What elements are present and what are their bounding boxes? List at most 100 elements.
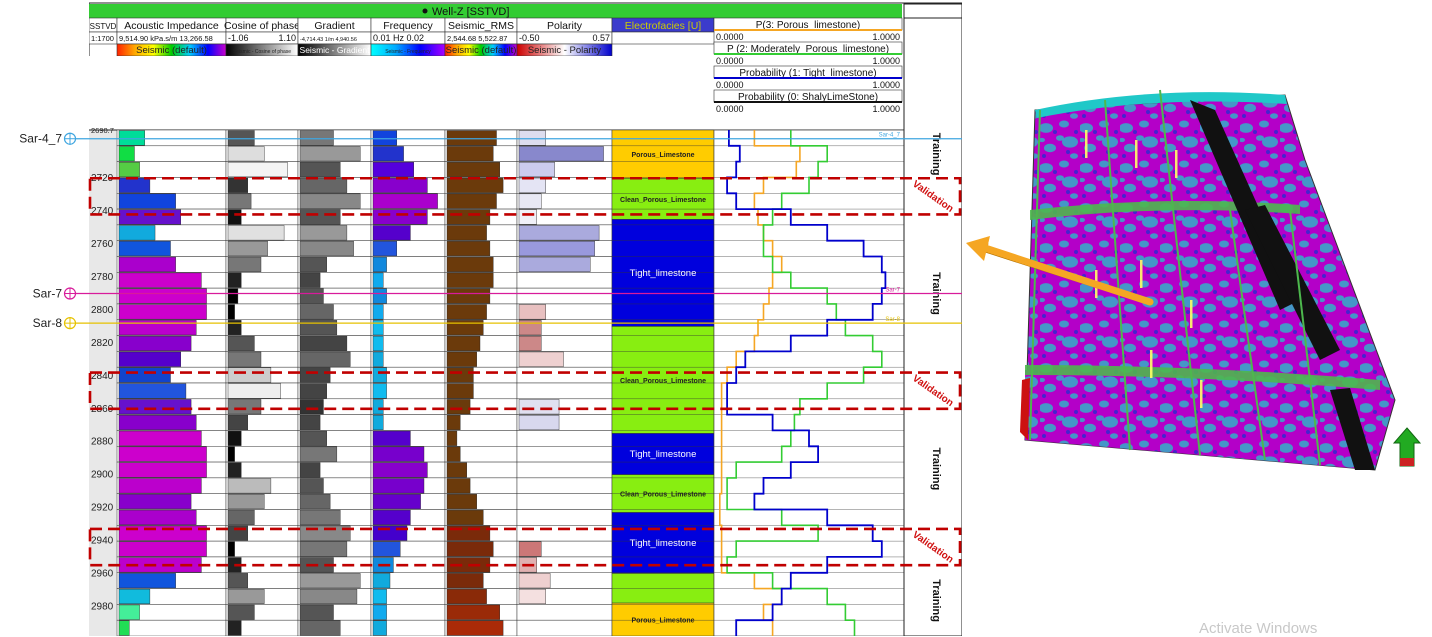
log-bar (446, 177, 504, 193)
log-row-cell (516, 446, 613, 463)
log-bar (299, 415, 321, 431)
marker-right-label: Sar-7 (885, 288, 900, 294)
fault-wall (1245, 205, 1340, 360)
log-bar (118, 494, 192, 510)
log-bar (372, 430, 411, 446)
log-bar (118, 604, 140, 620)
log-bar (518, 146, 604, 162)
log-bar (227, 604, 255, 620)
log-bar (446, 462, 467, 478)
track-range-min-2: -1.06 (228, 33, 249, 43)
depth-tick-2740: 2740 (91, 206, 114, 217)
track-header-sstvd: SSTVD (90, 22, 117, 31)
log-bar (299, 146, 361, 162)
log-bar (518, 130, 546, 146)
log-bar (372, 193, 438, 209)
prob-min-1: 0.0000 (716, 56, 744, 66)
log-bar (118, 446, 207, 462)
log-bar (446, 430, 458, 446)
log-bar (227, 272, 242, 288)
log-track-seismic-rms (444, 129, 518, 636)
pointer-arrow-head (966, 236, 990, 261)
log-bar (446, 209, 491, 225)
log-bar (446, 162, 500, 178)
log-bar (446, 494, 477, 510)
depth-tick-2780: 2780 (91, 272, 114, 283)
prob-max-1: 1.0000 (872, 56, 900, 66)
log-bar (446, 620, 504, 636)
track-header-gradient: Gradient (314, 20, 354, 32)
left-gutter (0, 0, 89, 636)
log-row-cell (225, 446, 299, 463)
log-bar (372, 146, 404, 162)
log-bar (227, 415, 248, 431)
log-bar (227, 367, 272, 383)
log-bar (227, 241, 268, 257)
log-bar (299, 320, 338, 336)
log-bar (299, 446, 338, 462)
activate-windows-watermark: Activate Windows (1199, 620, 1318, 637)
validation-interval-box (88, 527, 962, 567)
prob-max-3: 1.0000 (872, 104, 900, 114)
log-bar (227, 620, 242, 636)
log-bar (518, 256, 591, 272)
log-row-cell (516, 461, 613, 479)
section-line (1104, 99, 1131, 451)
log-bar (299, 509, 341, 525)
log-bar (118, 430, 202, 446)
log-bar (118, 415, 197, 431)
curve-tight-limestone (726, 130, 887, 636)
log-bar (299, 193, 361, 209)
log-bar (227, 446, 235, 462)
log-bar (227, 509, 255, 525)
3d-reservoir-model-view[interactable] (962, 0, 1432, 636)
log-bar (372, 620, 387, 636)
depth-tick-2720: 2720 (91, 173, 114, 184)
log-bar (446, 604, 500, 620)
log-bar (518, 225, 600, 241)
log-bar (446, 351, 477, 367)
track-range-min-6: -0.50 (519, 33, 540, 43)
log-bar (372, 399, 384, 415)
log-bar (227, 478, 272, 494)
log-bar (446, 446, 461, 462)
log-bar (518, 335, 542, 351)
well-trajectory-marker (1200, 380, 1203, 408)
fault-wall (1330, 388, 1375, 470)
track-header-polarity: Polarity (547, 20, 583, 32)
log-bar (118, 367, 171, 383)
depth-tick-2800: 2800 (91, 305, 114, 316)
facies-interval (611, 219, 715, 327)
log-bar (299, 541, 348, 557)
depth-tick-2880: 2880 (91, 437, 114, 448)
log-row-cell (516, 619, 613, 636)
section-line (1289, 209, 1321, 466)
log-bar (446, 130, 497, 146)
log-bar (446, 335, 481, 351)
log-track-acoustic-impedance (116, 129, 227, 636)
log-bar (518, 588, 546, 604)
log-bar (118, 272, 202, 288)
colorbar-label-1: Seismic (default) (136, 45, 207, 56)
facies-interval (611, 433, 715, 475)
facies-interval (611, 177, 715, 220)
log-bar (372, 604, 387, 620)
log-bar (299, 351, 351, 367)
log-bar (446, 241, 491, 257)
title-bullet-icon (422, 8, 428, 14)
log-bar (227, 430, 242, 446)
log-bar (118, 146, 135, 162)
log-bar (227, 399, 262, 415)
facies-label: Clean_Porous_Limestone (620, 197, 706, 204)
log-bar (372, 288, 387, 304)
log-bar (518, 162, 555, 178)
log-bar (372, 272, 384, 288)
log-bar (372, 335, 384, 351)
log-bar (446, 304, 487, 320)
prob-header-label-0: P(3: Porous_limestone) (756, 20, 861, 31)
model-top-edge (1035, 92, 1287, 118)
log-bar (446, 225, 487, 241)
log-row-cell (516, 604, 613, 621)
log-row-cell (516, 287, 613, 305)
